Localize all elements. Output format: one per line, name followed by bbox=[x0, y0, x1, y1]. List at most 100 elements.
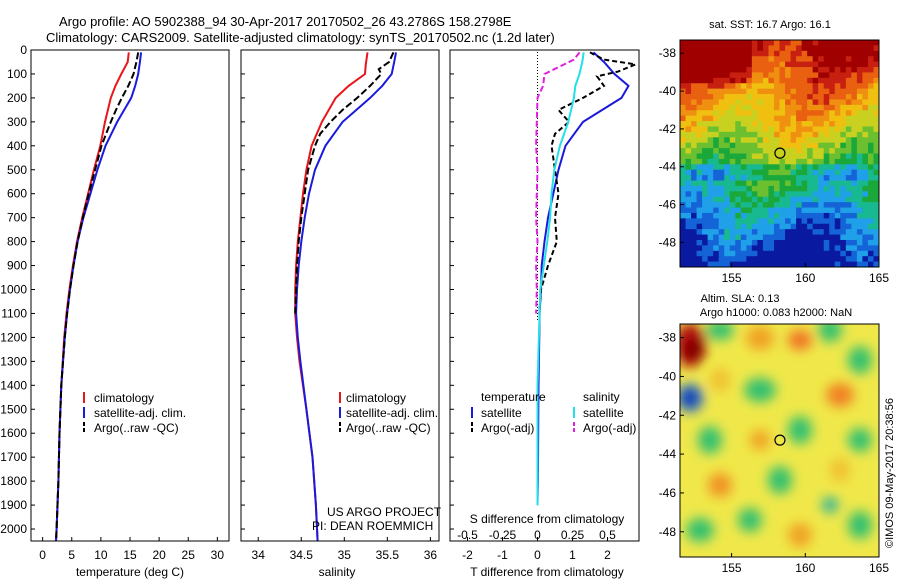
y-tick-label-20: 2000 bbox=[0, 522, 27, 536]
map-y-tick-label-3: -44 bbox=[659, 160, 677, 174]
map-y-tick-label-5: -48 bbox=[659, 235, 677, 249]
sla-map-title: Altim. SLA: 0.13 bbox=[701, 293, 780, 305]
x-tick-label-3: 1 bbox=[569, 548, 576, 562]
series-line-2 bbox=[294, 51, 395, 314]
depth-y-ticks: 0 100 200 300 400 500 600 700 800 900 1000 1100 1200… bbox=[0, 43, 454, 536]
x-tick-label-5: 25 bbox=[182, 548, 196, 562]
t-difference-x-label: T difference from climatology bbox=[470, 565, 624, 579]
s-tick-label-4: 0.5 bbox=[599, 528, 616, 542]
project-text-line1: US ARGO PROJECT bbox=[327, 505, 442, 519]
x-tick-label-2: 0 bbox=[534, 548, 541, 562]
difference-axes-frame bbox=[449, 49, 640, 542]
y-tick-label-18: 1800 bbox=[0, 474, 27, 488]
y-tick-label-19: 1900 bbox=[0, 498, 27, 512]
t-difference-x-ticks: -2 -1 0 1 2 bbox=[462, 537, 611, 562]
sst-map-ticks: 155 160 165 -38 -40 -42 -44 -46 -48 bbox=[659, 46, 890, 285]
temperature-x-label: temperature (deg C) bbox=[76, 565, 184, 579]
figure-title-line2: Climatology: CARS2009. Satellite-adjuste… bbox=[46, 30, 555, 45]
x-tick-label-1: 34.5 bbox=[290, 548, 314, 562]
y-tick-label-0: 0 bbox=[20, 43, 27, 57]
map-x-tick-label-1: 160 bbox=[795, 561, 815, 575]
y-tick-label-16: 1600 bbox=[0, 426, 27, 440]
map-y-tick-label-2: -42 bbox=[659, 122, 677, 136]
map-y-tick-label-4: -46 bbox=[659, 198, 677, 212]
map-x-tick-label-1: 160 bbox=[795, 271, 815, 285]
y-tick-label-7: 700 bbox=[7, 211, 27, 225]
x-tick-label-4: 36 bbox=[424, 548, 438, 562]
x-tick-label-3: 35.5 bbox=[376, 548, 400, 562]
sla-heatmap bbox=[680, 324, 879, 557]
salinity-axes-frame bbox=[240, 49, 440, 542]
legend-satellite-label: satellite-adj. clim. bbox=[94, 406, 186, 420]
y-tick-label-9: 900 bbox=[7, 259, 27, 273]
map-y-tick-label-1: -40 bbox=[659, 84, 677, 98]
map-y-tick-label-0: -38 bbox=[659, 46, 677, 60]
sla-argo-position-marker bbox=[774, 434, 786, 446]
map-x-tick-label-0: 155 bbox=[722, 561, 742, 575]
map-y-tick-label-0: -38 bbox=[659, 331, 677, 345]
y-tick-label-12: 1200 bbox=[0, 330, 27, 344]
x-tick-label-4: 2 bbox=[604, 548, 611, 562]
y-tick-label-1: 100 bbox=[7, 67, 27, 81]
series-line-0 bbox=[536, 51, 630, 506]
map-y-tick-label-2: -42 bbox=[659, 408, 677, 422]
x-tick-label-3: 15 bbox=[123, 548, 137, 562]
sla-map-frame bbox=[679, 323, 880, 558]
legend-s-satellite-label: satellite bbox=[583, 406, 624, 420]
legend-argo-label: Argo(..raw -QC) bbox=[346, 421, 431, 435]
s-tick-label-2: 0 bbox=[534, 528, 541, 542]
project-text-line2: PI: DEAN ROEMMICH bbox=[312, 519, 433, 533]
y-tick-label-5: 500 bbox=[7, 163, 27, 177]
difference-plot-lines bbox=[535, 51, 639, 506]
salinity-x-label: salinity bbox=[319, 565, 356, 579]
sst-heatmap bbox=[680, 40, 879, 267]
series-line-1 bbox=[538, 51, 639, 314]
difference-legend: temperature salinity satellite Argo(-adj… bbox=[471, 390, 636, 435]
x-tick-label-1: 5 bbox=[68, 548, 75, 562]
map-x-tick-label-2: 165 bbox=[869, 271, 889, 285]
salinity-panel: 34 34.5 35 35.5 36 salinity climatology sate… bbox=[240, 49, 442, 579]
temperature-panel: 0 5 10 15 20 25 30 0 100 200 300 400 500 600 700 800 90… bbox=[0, 43, 454, 579]
y-tick-label-11: 1100 bbox=[1, 306, 27, 320]
temperature-plot-lines bbox=[55, 52, 143, 541]
y-tick-label-17: 1700 bbox=[0, 450, 27, 464]
y-tick-label-4: 400 bbox=[7, 139, 27, 153]
map-y-tick-label-3: -44 bbox=[659, 447, 677, 461]
sla-map-panel: Altim. SLA: 0.13 Argo h1000: 0.083 h2000… bbox=[659, 293, 890, 575]
salinity-legend: climatology satellite-adj. clim. Argo(..… bbox=[339, 391, 438, 435]
sst-map-title: sat. SST: 16.7 Argo: 16.1 bbox=[709, 19, 831, 31]
x-tick-label-2: 35 bbox=[338, 548, 352, 562]
sla-map-subtitle: Argo h1000: 0.083 h2000: NaN bbox=[700, 307, 852, 319]
legend-t-satellite-label: satellite bbox=[481, 406, 522, 420]
y-tick-label-8: 800 bbox=[7, 235, 27, 249]
series-line-2 bbox=[55, 52, 140, 541]
y-tick-label-6: 600 bbox=[7, 187, 27, 201]
difference-panel: -2 -1 0 1 2 -0.5 -0.25 0 0.25 0.5 S difference f… bbox=[449, 49, 640, 579]
x-tick-label-0: 34 bbox=[252, 548, 266, 562]
salinity-x-ticks: 34 34.5 35 35.5 36 bbox=[252, 537, 438, 562]
legend-satellite-label: satellite-adj. clim. bbox=[346, 406, 438, 420]
y-tick-label-3: 300 bbox=[7, 115, 27, 129]
y-tick-label-2: 200 bbox=[7, 91, 27, 105]
series-line-0 bbox=[294, 52, 369, 541]
legend-argo-label: Argo(..raw -QC) bbox=[94, 421, 179, 435]
x-tick-label-0: -2 bbox=[462, 548, 473, 562]
y-tick-label-14: 1400 bbox=[0, 378, 27, 392]
sst-map-frame bbox=[679, 39, 880, 268]
figure-title-line1: Argo profile: AO 5902388_94 30-Apr-2017 … bbox=[59, 14, 512, 29]
series-line-1 bbox=[295, 52, 397, 541]
y-tick-label-13: 1300 bbox=[0, 354, 27, 368]
series-line-2 bbox=[536, 52, 585, 506]
legend-climatology-label: climatology bbox=[346, 391, 406, 405]
temperature-axes-frame bbox=[30, 49, 230, 542]
y-tick-label-15: 1500 bbox=[0, 402, 27, 416]
legend-t-argo-label: Argo(-adj) bbox=[481, 421, 534, 435]
salinity-plot-lines bbox=[294, 51, 397, 541]
map-y-tick-label-5: -48 bbox=[659, 525, 677, 539]
map-x-tick-label-0: 155 bbox=[722, 271, 742, 285]
x-tick-label-4: 20 bbox=[152, 548, 166, 562]
series-line-0 bbox=[55, 52, 130, 541]
s-difference-axis-label: S difference from climatology bbox=[470, 512, 625, 526]
map-y-tick-label-4: -46 bbox=[659, 486, 677, 500]
